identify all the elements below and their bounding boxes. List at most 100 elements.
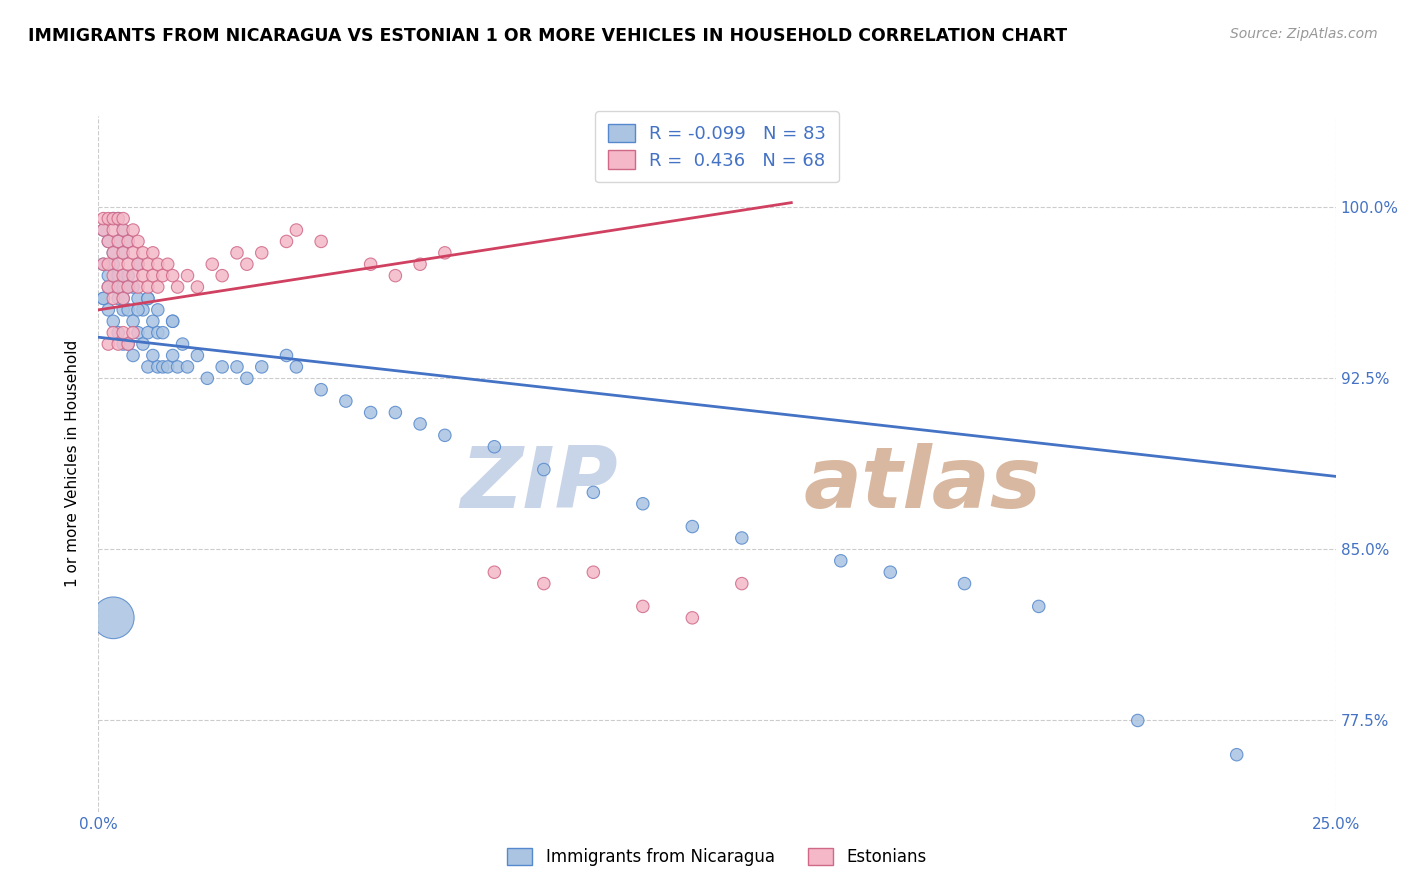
Point (103, 257, 125, 271)
Point (93, 257, 115, 271)
Point (226, 359, 249, 374)
Point (103, 245, 125, 260)
Point (533, 576, 555, 591)
Point (162, 314, 184, 328)
Point (953, 576, 976, 591)
Point (409, 257, 432, 271)
Point (236, 257, 259, 271)
Point (136, 292, 159, 306)
Point (136, 257, 159, 271)
Point (309, 235, 332, 249)
Point (107, 257, 129, 271)
Point (360, 405, 382, 419)
Point (285, 223, 308, 237)
Point (103, 292, 125, 306)
Point (122, 245, 145, 260)
Point (93, 223, 115, 237)
Point (132, 268, 155, 283)
Point (117, 268, 139, 283)
Point (152, 326, 174, 340)
Point (97, 268, 120, 283)
Point (93, 292, 115, 306)
Point (384, 405, 406, 419)
Point (112, 245, 135, 260)
Point (122, 223, 145, 237)
Point (93, 223, 115, 237)
Point (122, 326, 145, 340)
Point (107, 292, 129, 306)
Point (127, 257, 149, 271)
Point (433, 428, 456, 442)
Point (146, 326, 169, 340)
Point (127, 302, 149, 317)
Point (879, 565, 901, 579)
Point (582, 485, 605, 500)
Point (112, 302, 135, 317)
Point (117, 337, 139, 351)
Point (142, 349, 165, 363)
Point (127, 257, 149, 271)
Point (117, 302, 139, 317)
Point (103, 211, 125, 226)
Point (112, 223, 135, 237)
Point (127, 235, 149, 249)
Point (136, 292, 159, 306)
Point (433, 245, 456, 260)
Point (731, 531, 754, 545)
Point (631, 497, 654, 511)
Point (250, 245, 273, 260)
Point (1028, 599, 1050, 614)
Point (103, 268, 125, 283)
Point (112, 268, 135, 283)
Point (156, 257, 179, 271)
Point (97, 257, 120, 271)
Point (93, 211, 115, 226)
Point (146, 257, 169, 271)
Point (309, 383, 332, 397)
Point (146, 359, 169, 374)
Point (107, 235, 129, 249)
Point (122, 268, 145, 283)
Point (103, 245, 125, 260)
Point (582, 565, 605, 579)
Point (360, 257, 382, 271)
Point (122, 349, 145, 363)
Point (117, 280, 139, 294)
Point (132, 245, 155, 260)
Point (484, 565, 506, 579)
Point (681, 519, 703, 533)
Point (103, 326, 125, 340)
Point (533, 462, 555, 476)
Point (117, 235, 139, 249)
Point (142, 314, 165, 328)
Point (107, 211, 129, 226)
Point (146, 302, 169, 317)
Point (276, 235, 298, 249)
Point (97, 302, 120, 317)
Point (484, 440, 506, 454)
Point (112, 223, 135, 237)
Point (112, 326, 135, 340)
Point (122, 280, 145, 294)
Point (107, 326, 129, 340)
Point (250, 359, 273, 374)
Point (186, 349, 208, 363)
Point (112, 280, 135, 294)
Point (731, 576, 754, 591)
Point (384, 268, 406, 283)
Point (136, 326, 159, 340)
Point (122, 314, 145, 328)
Point (103, 223, 125, 237)
Point (162, 314, 184, 328)
Point (276, 349, 298, 363)
Point (127, 280, 149, 294)
Point (285, 359, 308, 374)
Point (112, 337, 135, 351)
Point (103, 314, 125, 328)
Point (156, 359, 179, 374)
Point (97, 280, 120, 294)
Point (166, 359, 188, 374)
Point (186, 280, 208, 294)
Point (132, 337, 155, 351)
Point (142, 268, 165, 283)
